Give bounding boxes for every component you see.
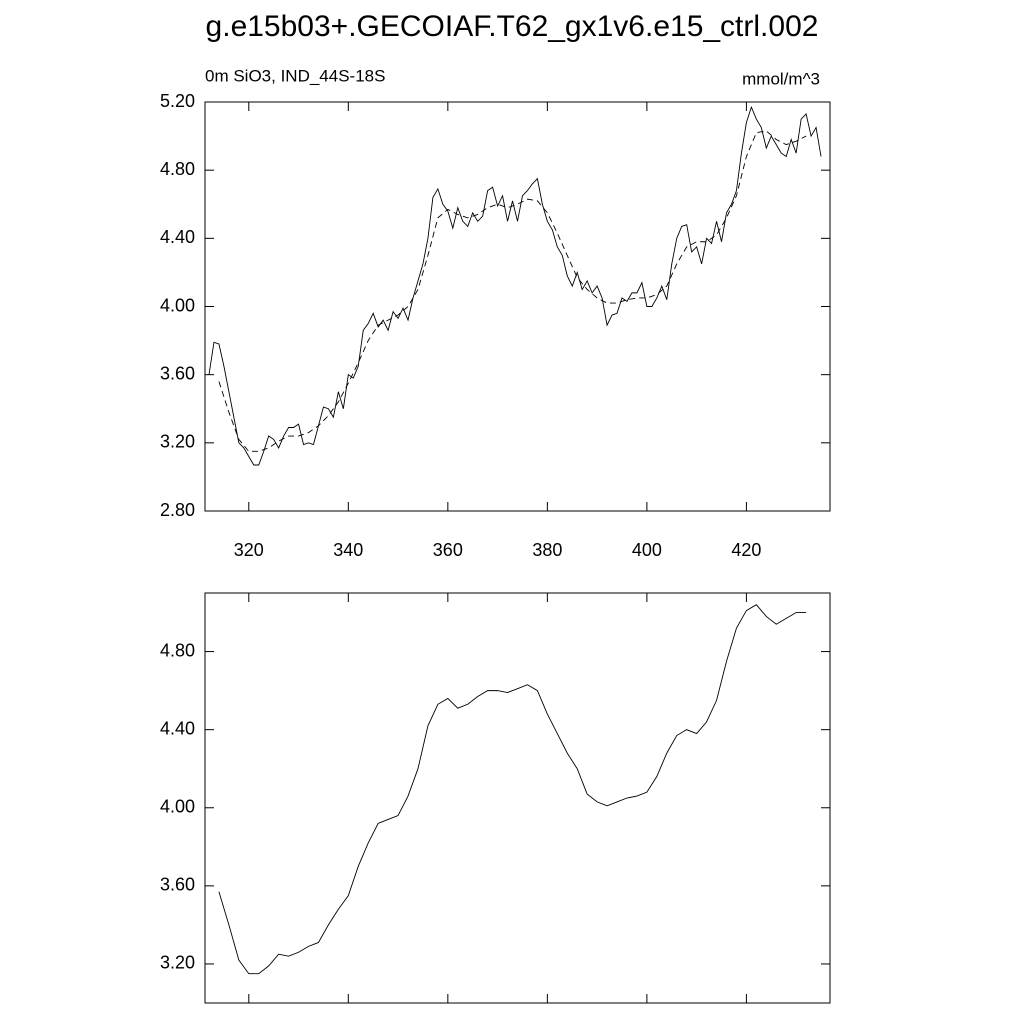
y-tick-label: 3.20	[160, 953, 195, 973]
y-tick-label: 5.20	[160, 91, 195, 111]
subtitle-left: 0m SiO3, IND_44S-18S	[205, 66, 385, 85]
data-line	[218, 604, 807, 975]
chart-title: g.e15b03+.GECOIAF.T62_gx1v6.e15_ctrl.002	[206, 10, 819, 43]
x-tick-label: 420	[731, 540, 761, 560]
y-tick-label: 2.80	[160, 500, 195, 520]
plot-frame	[204, 101, 831, 512]
x-tick-label: 340	[333, 540, 363, 560]
x-tick-label: 320	[234, 540, 264, 560]
x-tick-label: 400	[632, 540, 662, 560]
x-tick-label: 380	[532, 540, 562, 560]
data-line	[208, 105, 822, 466]
y-tick-label: 4.00	[160, 797, 195, 817]
data-line	[218, 130, 807, 452]
y-tick-label: 4.40	[160, 227, 195, 247]
x-tick-label: 360	[433, 540, 463, 560]
y-tick-label: 4.80	[160, 159, 195, 179]
y-tick-label: 4.40	[160, 718, 195, 738]
y-tick-label: 4.00	[160, 295, 195, 315]
y-tick-label: 3.60	[160, 363, 195, 383]
plot-frame	[204, 592, 831, 1004]
y-tick-label: 4.80	[160, 640, 195, 660]
subtitle-right: mmol/m^3	[742, 69, 820, 88]
y-tick-label: 3.60	[160, 875, 195, 895]
y-tick-label: 3.20	[160, 432, 195, 452]
